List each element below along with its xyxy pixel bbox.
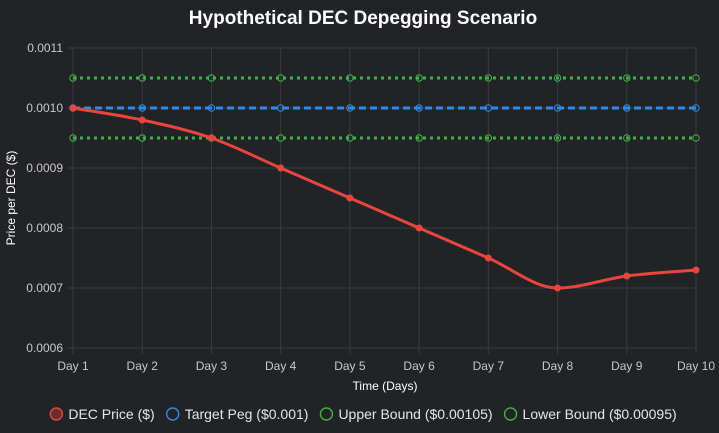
y-axis-ticks: 0.0006 0.0007 0.0008 0.0009 0.0010 0.0011 [26, 41, 63, 355]
x-tick-label: Day 4 [265, 359, 297, 373]
y-tick-label: 0.0011 [27, 41, 63, 55]
data-point [138, 74, 146, 82]
data-point [484, 254, 492, 262]
legend-label: Lower Bound ($0.00095) [523, 406, 677, 422]
data-point [484, 134, 493, 142]
legend: DEC Price ($) Target Peg ($0.001) Upper Bo… [49, 406, 677, 422]
legend-label: Target Peg ($0.001) [185, 406, 309, 422]
data-point [484, 104, 493, 112]
data-point [692, 134, 700, 142]
data-point [415, 134, 423, 142]
x-tick-label: Day 7 [473, 359, 505, 373]
data-point [276, 134, 285, 142]
legend-marker [49, 407, 64, 421]
series-0 [69, 104, 700, 292]
price-line [72, 106, 697, 290]
legend-marker [165, 407, 180, 421]
y-axis-label: Price per DEC ($) [4, 151, 18, 246]
data-point [346, 74, 354, 82]
y-tick-label: 0.0007 [26, 281, 63, 295]
x-tick-label: Day 8 [542, 359, 574, 373]
data-point [692, 74, 700, 82]
x-tick-label: Day 1 [57, 359, 89, 373]
data-point [553, 134, 562, 142]
y-tick-label: 0.0010 [26, 101, 63, 115]
data-point [138, 134, 146, 142]
data-point [553, 74, 562, 82]
data-point [276, 74, 285, 82]
x-axis-ticks: Day 1 Day 2 Day 3 Day 4 Day 5 Day 6 Day 7 Day 8… [57, 359, 715, 373]
legend-item[interactable]: Upper Bound ($0.00105) [319, 406, 493, 422]
data-point [69, 104, 77, 112]
y-tick-label: 0.0006 [26, 341, 63, 355]
legend-marker [319, 407, 334, 421]
legend-item[interactable]: DEC Price ($) [49, 406, 155, 422]
data-point [346, 104, 354, 112]
data-point [276, 104, 285, 112]
data-point [138, 116, 146, 124]
legend-item[interactable]: Target Peg ($0.001) [165, 406, 309, 422]
legend-item[interactable]: Lower Bound ($0.00095) [503, 406, 677, 422]
chart-title: Hypothetical DEC Depegging Scenario [189, 8, 537, 29]
series-2 [69, 74, 700, 82]
data-point [415, 224, 423, 232]
data-point [415, 74, 423, 82]
data-point [692, 104, 700, 112]
data-point [692, 266, 700, 274]
data-point [484, 74, 493, 82]
data-point [415, 104, 423, 112]
data-point [207, 134, 215, 142]
data-point [346, 134, 354, 142]
y-tick-label: 0.0008 [26, 221, 63, 235]
x-tick-label: Day 3 [196, 359, 228, 373]
data-point [207, 74, 216, 82]
data-point [623, 272, 631, 280]
x-axis-label: Time (Days) [353, 379, 418, 393]
x-tick-label: Day 10 [677, 359, 715, 373]
data-point [623, 134, 631, 142]
series-3 [69, 134, 700, 142]
legend-label: Upper Bound ($0.00105) [338, 406, 492, 422]
x-tick-label: Day 5 [334, 359, 366, 373]
data-point [277, 164, 285, 172]
x-tick-label: Day 9 [611, 359, 643, 373]
data-point [623, 104, 631, 112]
series-group [69, 74, 700, 292]
y-tick-label: 0.0009 [26, 161, 63, 175]
data-point [138, 104, 146, 112]
x-tick-label: Day 6 [403, 359, 435, 373]
data-point [346, 194, 354, 202]
grid-lines [67, 47, 697, 354]
data-point [623, 74, 631, 82]
data-point [69, 74, 77, 82]
legend-label: DEC Price ($) [68, 406, 154, 422]
legend-marker [503, 407, 518, 421]
series-1 [69, 104, 700, 112]
data-point [554, 284, 562, 292]
data-point [207, 104, 216, 112]
data-point [69, 134, 77, 142]
x-tick-label: Day 2 [127, 359, 159, 373]
data-point [553, 104, 562, 112]
